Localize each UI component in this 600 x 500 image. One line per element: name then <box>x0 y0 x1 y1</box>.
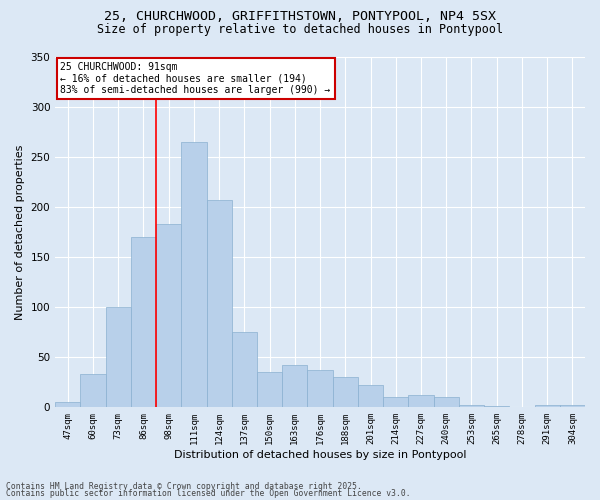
Bar <box>459 406 484 407</box>
Bar <box>409 396 434 407</box>
Bar <box>307 370 332 408</box>
Bar <box>206 200 232 408</box>
Text: Contains HM Land Registry data © Crown copyright and database right 2025.: Contains HM Land Registry data © Crown c… <box>6 482 362 491</box>
Bar <box>106 307 131 408</box>
Text: Contains public sector information licensed under the Open Government Licence v3: Contains public sector information licen… <box>6 490 410 498</box>
Bar <box>282 365 307 408</box>
Bar <box>55 402 80 407</box>
Bar <box>332 378 358 408</box>
Bar <box>156 224 181 408</box>
Bar <box>181 142 206 408</box>
Bar <box>131 237 156 408</box>
Bar <box>484 406 509 408</box>
Bar <box>434 398 459 407</box>
Y-axis label: Number of detached properties: Number of detached properties <box>15 144 25 320</box>
Bar <box>232 332 257 407</box>
Text: 25, CHURCHWOOD, GRIFFITHSTOWN, PONTYPOOL, NP4 5SX: 25, CHURCHWOOD, GRIFFITHSTOWN, PONTYPOOL… <box>104 10 496 23</box>
Bar <box>358 386 383 407</box>
Bar <box>560 406 585 407</box>
Bar <box>383 398 409 407</box>
Text: Size of property relative to detached houses in Pontypool: Size of property relative to detached ho… <box>97 22 503 36</box>
Bar <box>80 374 106 408</box>
X-axis label: Distribution of detached houses by size in Pontypool: Distribution of detached houses by size … <box>174 450 466 460</box>
Bar <box>535 406 560 407</box>
Text: 25 CHURCHWOOD: 91sqm
← 16% of detached houses are smaller (194)
83% of semi-deta: 25 CHURCHWOOD: 91sqm ← 16% of detached h… <box>61 62 331 95</box>
Bar <box>257 372 282 408</box>
